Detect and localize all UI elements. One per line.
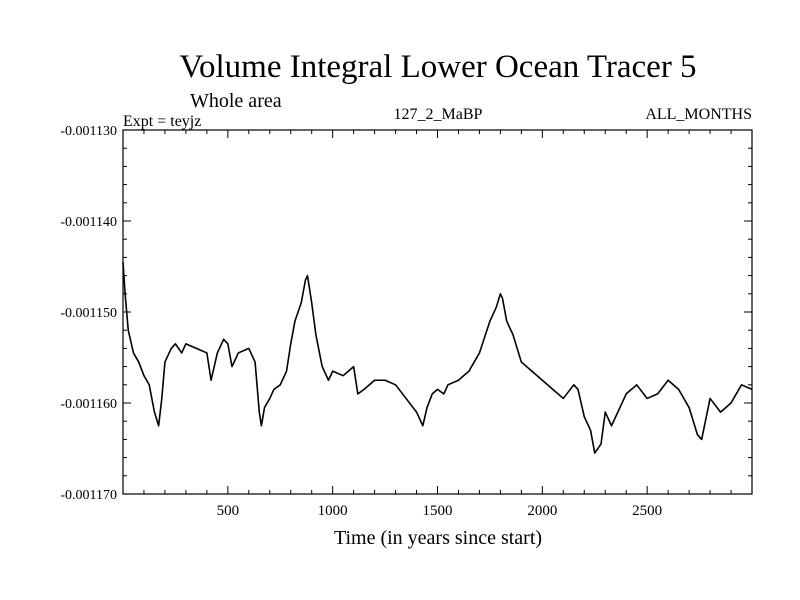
chart-subtitle: Whole area [190, 90, 282, 112]
y-axis-ticks: -0.001130 -0.001140 -0.001150 -0.001160 -0.0… [60, 124, 752, 503]
x-axis-label: Time (in years since start) [334, 527, 542, 549]
series-line [122, 261, 753, 454]
chart-title: Volume Integral Lower Ocean Tracer 5 [179, 49, 696, 85]
x-tick-label: 1500 [423, 503, 453, 519]
x-tick-label: 2000 [527, 503, 557, 519]
x-tick-label: 1000 [318, 503, 348, 519]
y-tick-label: -0.001130 [60, 124, 117, 139]
series-layer [122, 261, 753, 454]
x-tick-label: 500 [217, 503, 240, 519]
months-label: ALL_MONTHS [645, 106, 752, 123]
run-label: 127_2_MaBP [394, 106, 483, 123]
x-tick-label: 2500 [632, 503, 662, 519]
plot-frame [122, 129, 753, 495]
y-tick-label: -0.001160 [60, 397, 117, 412]
expt-label: Expt = teyjz [123, 113, 201, 130]
x-axis-ticks: 500 1000 1500 2000 2500 [143, 130, 732, 519]
y-tick-label: -0.001140 [60, 215, 117, 230]
y-tick-label: -0.001150 [60, 306, 117, 321]
y-tick-label: -0.001170 [60, 488, 117, 503]
